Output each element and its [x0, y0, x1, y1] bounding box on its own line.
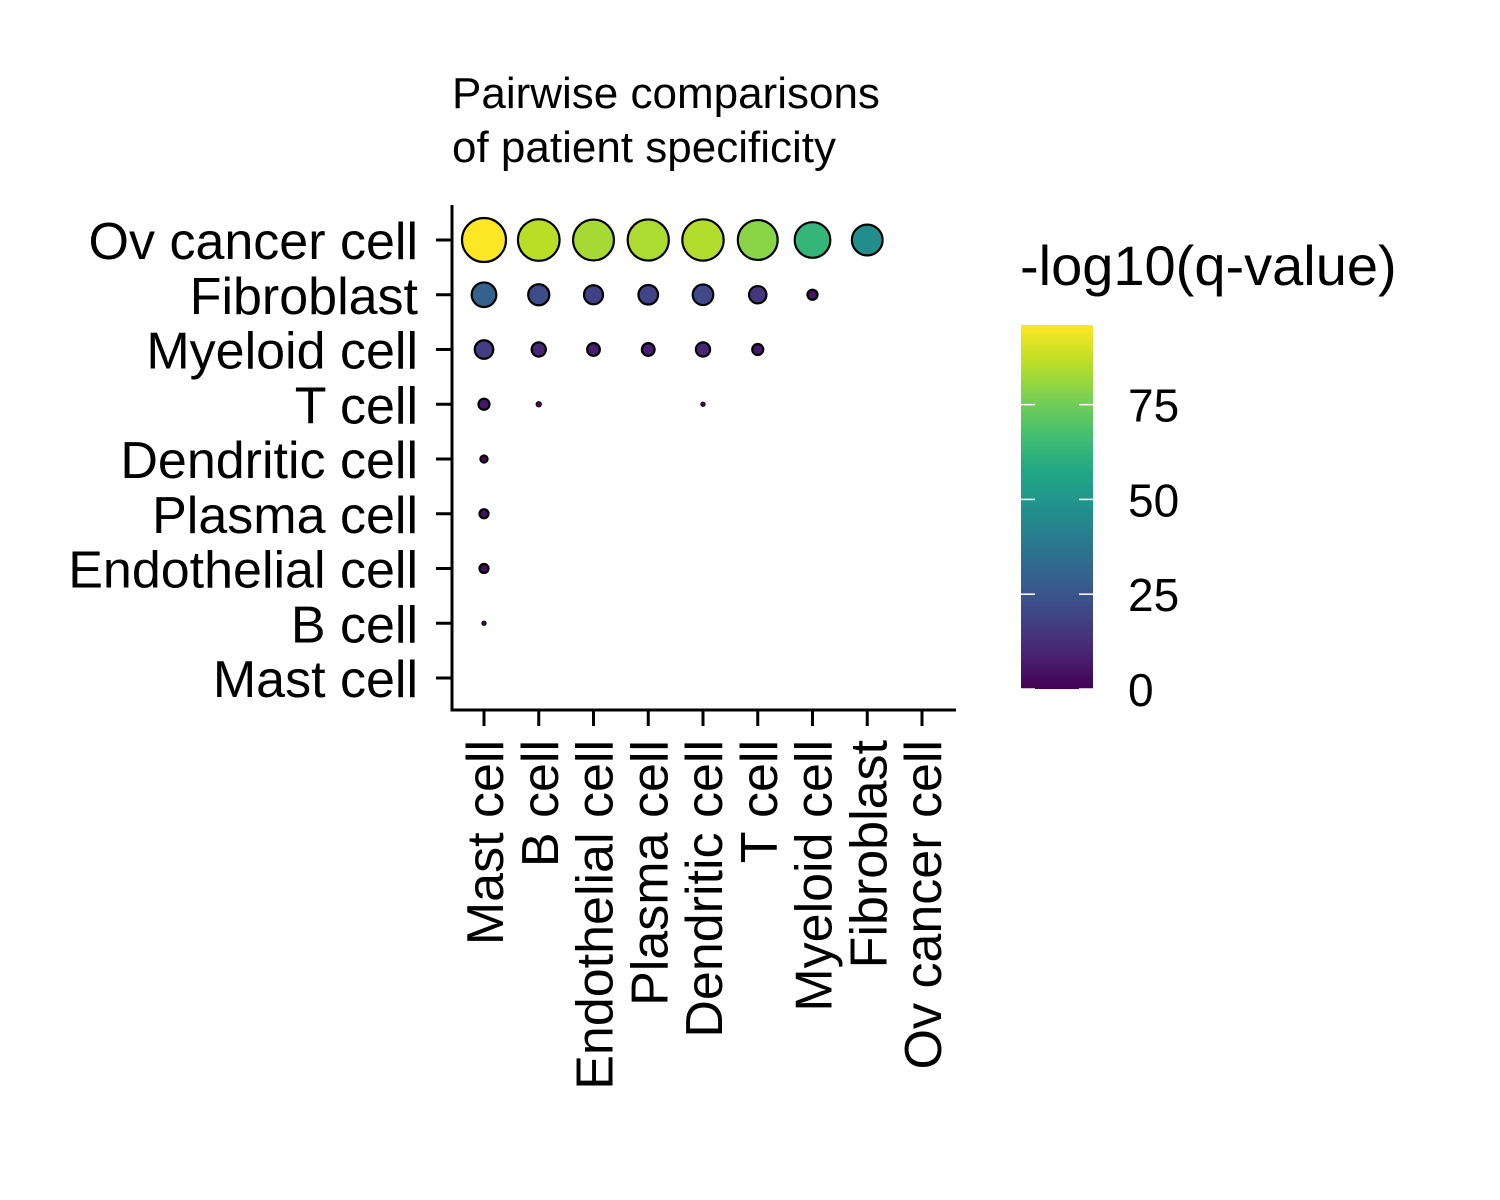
point-myeloid-cell-vs-endothelial-cell: [586, 342, 601, 357]
point-fibroblast-vs-b-cell: [527, 283, 551, 307]
point-myeloid-cell-vs-mast-cell: [473, 339, 495, 360]
y-tick-label-ov-cancer-cell: Ov cancer cell: [89, 213, 418, 271]
y-tick-label-plasma-cell: Plasma cell: [152, 487, 418, 545]
y-tick-label-mast-cell: Mast cell: [213, 651, 418, 709]
legend-ticks: 0 25 50 75: [1021, 380, 1179, 716]
legend-tick-label-0: 0: [1128, 664, 1154, 716]
x-tick-label-fibroblast: Fibroblast: [840, 739, 898, 968]
chart-title: Pairwise comparisons of patient specific…: [452, 69, 880, 172]
y-tick-label-t-cell: T cell: [295, 377, 418, 435]
chart-title-line-2: of patient specificity: [452, 123, 836, 172]
y-tick-label-endothelial-cell: Endothelial cell: [68, 542, 418, 600]
legend-tick-label-25: 25: [1128, 569, 1179, 621]
x-tick-label-myeloid-cell: Myeloid cell: [786, 740, 844, 1012]
point-myeloid-cell-vs-t-cell: [751, 342, 765, 357]
point-ov-cancer-cell-vs-mast-cell: [460, 216, 508, 264]
point-ov-cancer-cell-vs-endothelial-cell: [571, 218, 616, 262]
point-fibroblast-vs-t-cell: [747, 284, 768, 305]
point-ov-cancer-cell-vs-myeloid-cell: [793, 221, 832, 259]
point-myeloid-cell-vs-b-cell: [530, 341, 547, 358]
point-ov-cancer-cell-vs-dendritic-cell: [681, 218, 725, 262]
point-endothelial-cell-vs-mast-cell: [478, 562, 490, 575]
point-ov-cancer-cell-vs-fibroblast: [850, 223, 884, 257]
x-tick-label-plasma-cell: Plasma cell: [621, 740, 679, 1006]
y-tick-label-myeloid-cell: Myeloid cell: [146, 323, 418, 381]
point-plasma-cell-vs-mast-cell: [478, 508, 490, 520]
point-fibroblast-vs-endothelial-cell: [582, 284, 605, 306]
x-tick-label-endothelial-cell: Endothelial cell: [567, 740, 625, 1090]
point-ov-cancer-cell-vs-plasma-cell: [626, 218, 670, 262]
legend-tick-label-75: 75: [1128, 380, 1179, 432]
chart-title-line-1: Pairwise comparisons: [452, 69, 880, 118]
point-fibroblast-vs-mast-cell: [470, 281, 498, 309]
x-tick-label-ov-cancer-cell: Ov cancer cell: [895, 740, 953, 1069]
point-b-cell-vs-mast-cell: [481, 620, 487, 626]
x-tick-label-t-cell: T cell: [731, 740, 789, 863]
point-t-cell-vs-mast-cell: [477, 397, 491, 411]
x-tick-label-dendritic-cell: Dendritic cell: [676, 740, 734, 1038]
y-tick-label-dendritic-cell: Dendritic cell: [120, 432, 418, 490]
y-tick-label-fibroblast: Fibroblast: [190, 268, 419, 326]
point-ov-cancer-cell-vs-b-cell: [516, 218, 561, 262]
point-myeloid-cell-vs-plasma-cell: [640, 342, 656, 357]
point-t-cell-vs-dendritic-cell: [700, 401, 706, 407]
point-ov-cancer-cell-vs-t-cell: [736, 218, 779, 262]
point-dendritic-cell-vs-mast-cell: [479, 454, 489, 464]
legend-tick-label-50: 50: [1128, 474, 1179, 526]
point-fibroblast-vs-plasma-cell: [637, 283, 660, 306]
legend-colorbar: [1021, 325, 1093, 689]
x-tick-label-mast-cell: Mast cell: [457, 740, 515, 945]
point-fibroblast-vs-myeloid-cell: [806, 288, 819, 301]
point-myeloid-cell-vs-dendritic-cell: [694, 341, 712, 358]
data-points: [460, 216, 884, 626]
x-tick-label-b-cell: B cell: [512, 740, 570, 867]
point-t-cell-vs-b-cell: [535, 401, 542, 408]
legend-title: -log10(q-value): [1020, 234, 1397, 297]
plot-axes: [450, 205, 956, 712]
color-legend: -log10(q-value) 0 25 50 75: [1020, 234, 1397, 716]
point-fibroblast-vs-dendritic-cell: [691, 283, 715, 307]
y-tick-label-b-cell: B cell: [291, 596, 418, 654]
